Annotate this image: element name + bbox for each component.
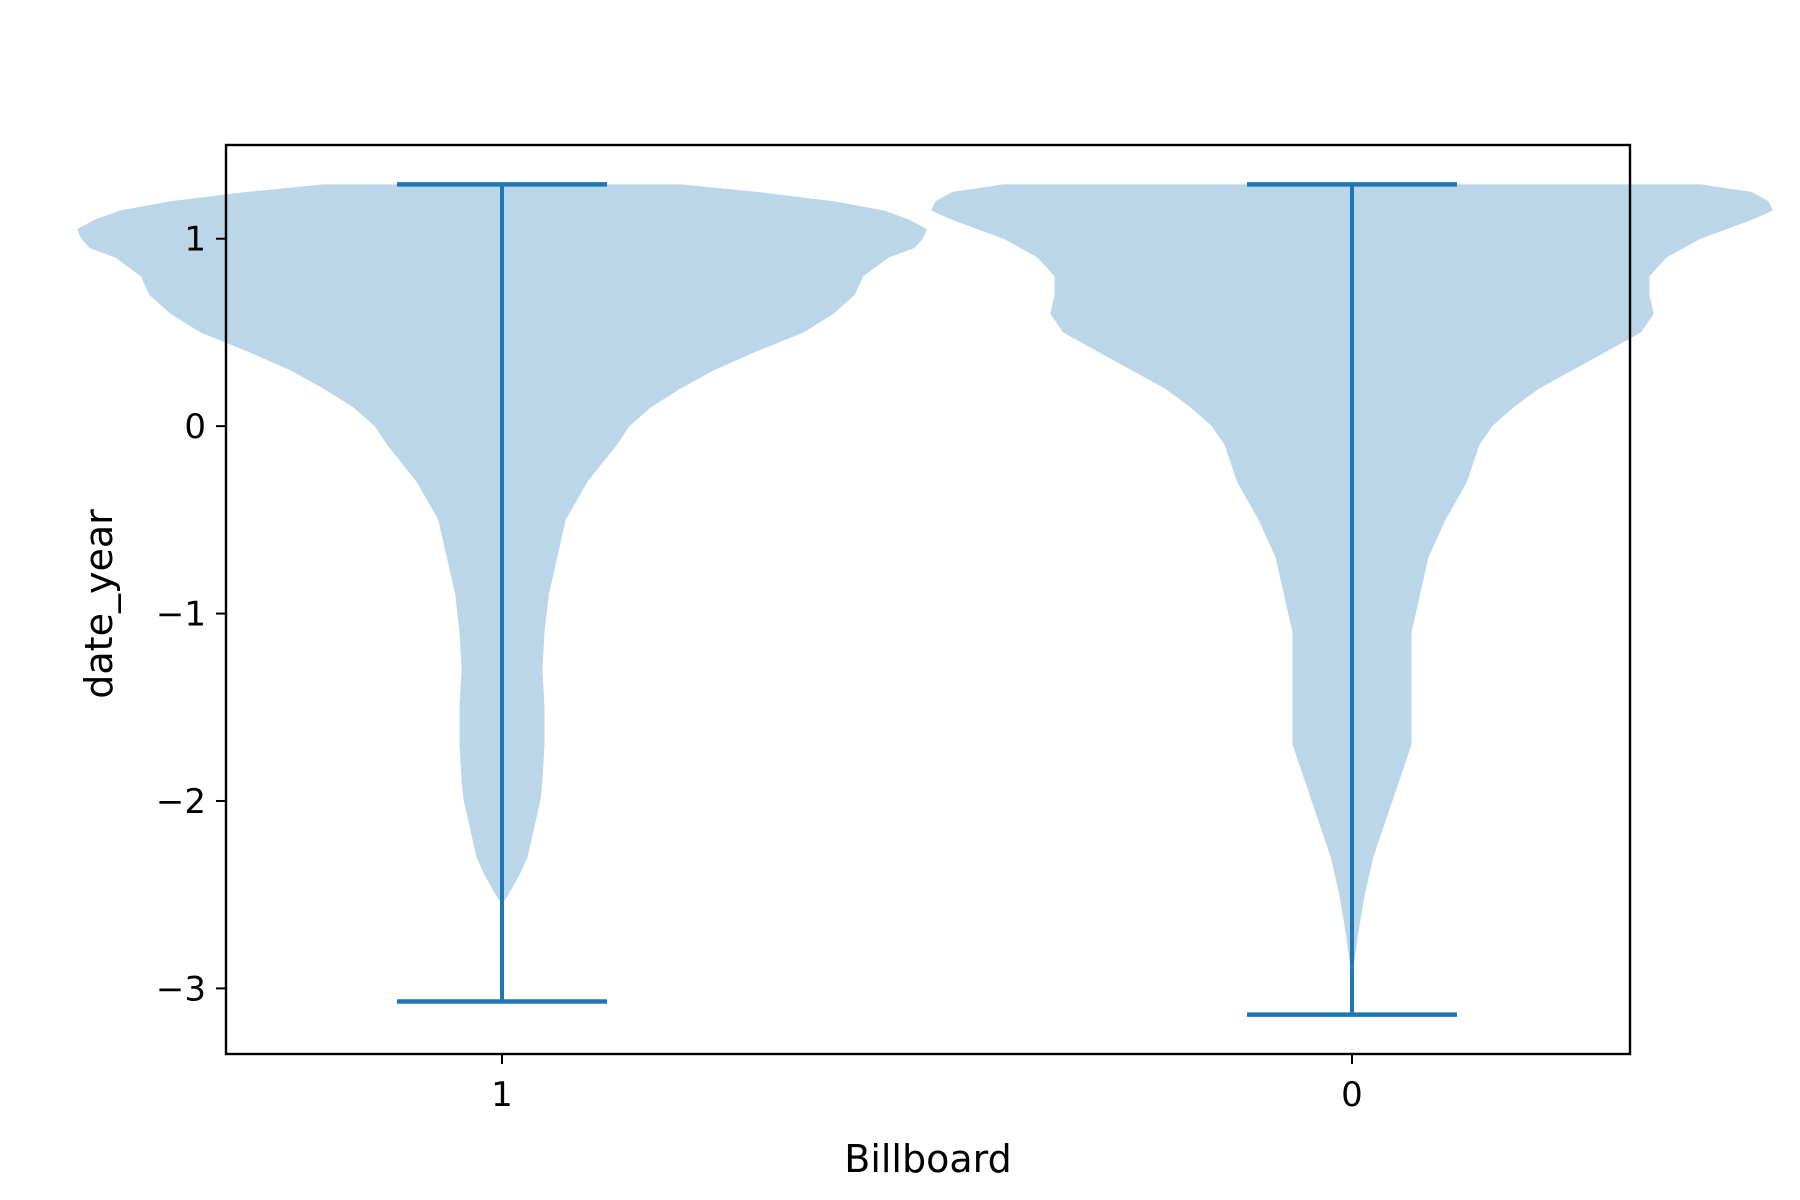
violin-layer [77,182,1773,1017]
y-tick-label: 0 [184,407,206,447]
y-tick-label: −2 [156,782,206,822]
x-tick-label: 0 [1341,1075,1363,1115]
x-tick-label: 1 [491,1075,513,1115]
y-tick-label: −3 [156,969,206,1009]
y-axis: 1 0 −1 −2 −3 [156,220,226,1009]
y-tick-label: 1 [184,220,206,260]
y-tick-label: −1 [156,595,206,635]
axes-frame [224,143,1632,1056]
y-axis-label: date_year [77,509,121,699]
x-axis-label: Billboard [844,1137,1011,1181]
